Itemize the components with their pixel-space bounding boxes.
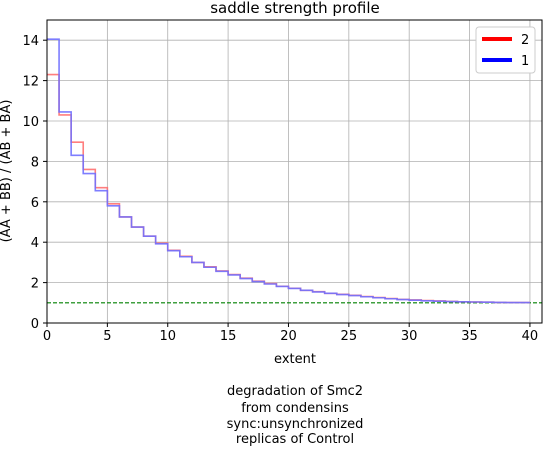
grid-lines: [46, 20, 542, 324]
y-tick-label: 4: [31, 236, 39, 251]
x-tick-label: 25: [341, 329, 358, 344]
x-tick-label: 5: [103, 329, 111, 344]
x-tick-label: 35: [461, 329, 478, 344]
x-tick-label: 0: [43, 329, 51, 344]
legend-label-series-2: 2: [521, 33, 529, 48]
figure-caption: degradation of Smc2 from condensins sync…: [227, 384, 364, 447]
caption-line-1: degradation of Smc2: [227, 384, 363, 399]
chart-title: saddle strength profile: [210, 0, 380, 17]
x-tick-label: 15: [220, 329, 237, 344]
x-axis-ticks: 0 5 10 15 20 25 30 35 40: [43, 323, 538, 344]
caption-line-4: replicas of Control: [236, 432, 354, 447]
series-line-1: [47, 38, 530, 304]
x-axis-label: extent: [274, 352, 316, 367]
y-tick-label: 8: [31, 155, 39, 170]
y-axis-ticks: 0 2 4 6 8 10 12 14: [22, 34, 47, 332]
y-tick-label: 10: [22, 115, 39, 130]
x-tick-label: 10: [159, 329, 176, 344]
y-tick-label: 2: [31, 277, 39, 292]
x-tick-label: 30: [401, 329, 418, 344]
caption-line-3: sync:unsynchronized: [227, 417, 364, 432]
legend-label-series-1: 1: [521, 54, 529, 69]
legend: 2 1: [475, 26, 536, 74]
y-tick-label: 14: [22, 34, 39, 49]
y-axis-label: (AA + BB) / (AB + BA): [0, 100, 14, 243]
plot-frame: [46, 19, 543, 324]
x-tick-label: 40: [522, 329, 539, 344]
y-tick-label: 0: [31, 317, 39, 332]
caption-line-2: from condensins: [241, 401, 349, 416]
series-lines: [47, 38, 530, 304]
x-tick-label: 20: [280, 329, 297, 344]
y-tick-label: 12: [22, 75, 39, 90]
y-tick-label: 6: [31, 196, 39, 211]
